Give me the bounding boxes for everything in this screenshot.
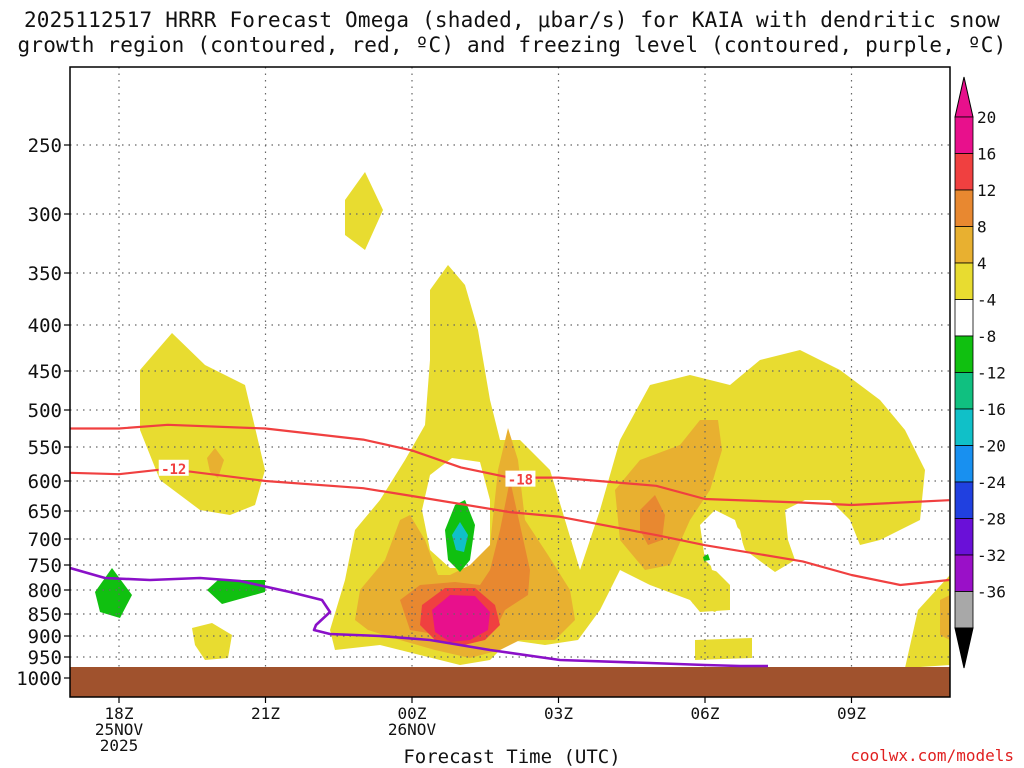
omega-region-lightorange-left <box>207 448 224 478</box>
colorbar: 20 16 12 8 4 -4 -8 -12 -16 -20 -24 -28 -32 -36 <box>954 76 1006 669</box>
colorbar-under-arrow <box>954 627 974 669</box>
colorbar-label: -20 <box>977 437 1006 456</box>
y-tick-label: 1000 <box>16 668 62 690</box>
colorbar-label: -24 <box>977 473 1006 492</box>
colorbar-segment <box>954 591 974 629</box>
colorbar-over-arrow <box>954 76 974 118</box>
omega-region-yellow-small-1 <box>692 595 730 612</box>
colorbar-label: 20 <box>977 108 996 127</box>
chart-title-line-1: 2025112517 HRRR Forecast Omega (shaded, … <box>23 8 1001 32</box>
colorbar-label: -36 <box>977 583 1006 602</box>
colorbar-label: -32 <box>977 546 1006 565</box>
credit-text: coolwx.com/models <box>850 746 1014 765</box>
colorbar-label: 4 <box>977 254 987 273</box>
colorbar-label: -4 <box>977 291 996 310</box>
colorbar-segment <box>954 408 974 446</box>
colorbar-label: 8 <box>977 218 987 237</box>
colorbar-segment <box>954 116 974 154</box>
omega-region-green-dot <box>703 554 710 561</box>
colorbar-segment <box>954 335 974 373</box>
colorbar-label: 12 <box>977 181 996 200</box>
omega-region-yellow-right-low <box>905 575 950 668</box>
x-tick-sublabel: 26NOV <box>388 720 437 739</box>
x-tick-label: 06Z <box>691 704 720 723</box>
colorbar-segment <box>954 226 974 264</box>
y-tick-label: 550 <box>28 437 62 459</box>
x-tick-label: 21Z <box>251 704 280 723</box>
contour-line <box>70 566 768 668</box>
x-tick-label: 18Z <box>105 704 134 723</box>
ground-layer <box>70 667 950 697</box>
contour-label: -18 <box>508 473 533 489</box>
colorbar-segment <box>954 445 974 483</box>
colorbar-segment <box>954 481 974 519</box>
omega-region-yellow-small-2 <box>695 638 752 660</box>
x-tick-label: 03Z <box>544 704 573 723</box>
x-tick-sublabel: 2025 <box>100 736 139 755</box>
omega-region-yellow-small-3 <box>192 623 232 660</box>
omega-shading <box>95 172 950 668</box>
omega-region-magenta-max <box>432 595 490 642</box>
colorbar-label: -12 <box>977 364 1006 383</box>
colorbar-segment <box>954 262 974 300</box>
y-axis: 2503003504004505005506006507007508008509… <box>16 135 70 690</box>
colorbar-segment <box>954 518 974 556</box>
colorbar-segment <box>954 153 974 191</box>
y-tick-label: 900 <box>28 626 62 648</box>
contour-label-bg <box>505 470 536 487</box>
colorbar-label: -16 <box>977 400 1006 419</box>
y-tick-label: 350 <box>28 263 62 285</box>
colorbar-segment <box>954 189 974 227</box>
plot-frame <box>69 66 951 698</box>
contour-line <box>70 423 950 507</box>
y-tick-label: 300 <box>28 204 62 226</box>
temperature-contours: -12 -18 <box>70 423 950 668</box>
omega-region-yellow-upper-left <box>345 172 383 250</box>
y-tick-label: 600 <box>28 471 62 493</box>
y-tick-label: 650 <box>28 501 62 523</box>
contour-label: -12 <box>161 462 186 478</box>
y-tick-label: 500 <box>28 400 62 422</box>
y-tick-label: 800 <box>28 580 62 602</box>
contour-label-bg <box>158 459 189 476</box>
y-tick-label: 950 <box>28 647 62 669</box>
y-tick-label: 450 <box>28 361 62 383</box>
x-tick-sublabel: 25NOV <box>95 720 144 739</box>
chart-title-line-2: growth region (contoured, red, ºC) and f… <box>17 33 1007 57</box>
omega-region-lightorange-farright <box>940 595 950 640</box>
colorbar-segment <box>954 299 974 337</box>
colorbar-segment <box>954 554 974 592</box>
omega-region-green-left-1 <box>95 568 132 618</box>
colorbar-label: -8 <box>977 327 996 346</box>
omega-hole-white-right-1 <box>705 515 745 575</box>
y-tick-label: 700 <box>28 529 62 551</box>
colorbar-label: 16 <box>977 145 996 164</box>
omega-region-yellow-left <box>140 333 265 515</box>
omega-region-green-left-2 <box>207 580 265 604</box>
omega-hole-white-right-2 <box>785 500 835 560</box>
omega-region-cyan-center <box>452 522 468 552</box>
y-tick-label: 750 <box>28 555 62 577</box>
y-tick-label: 400 <box>28 315 62 337</box>
x-axis-title: Forecast Time (UTC) <box>403 746 621 768</box>
x-tick-label: 00Z <box>398 704 427 723</box>
y-tick-label: 250 <box>28 135 62 157</box>
colorbar-segment <box>954 372 974 410</box>
grid-lines <box>70 67 950 697</box>
colorbar-label: -28 <box>977 510 1006 529</box>
y-tick-label: 850 <box>28 604 62 626</box>
x-tick-label: 09Z <box>837 704 866 723</box>
